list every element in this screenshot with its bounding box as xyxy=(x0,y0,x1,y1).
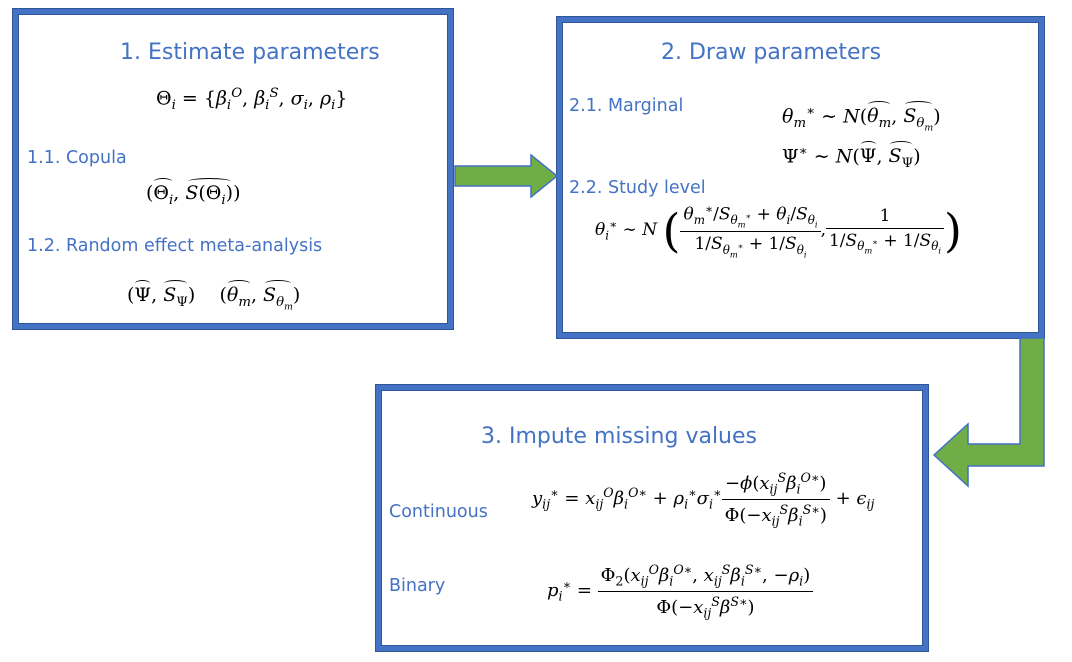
binary-equation: pi∗ = Φ2(xijOβiO∗, xijSβiS∗, −ρi) Φ(−xijS… xyxy=(547,562,814,620)
marginal-equation-psi: Ψ∗ ∼ N(Ψ, SΨ) xyxy=(782,141,921,172)
continuous-label: Continuous xyxy=(389,502,488,522)
continuous-equation: yij∗ = xijOβiO∗ + ρi∗σi∗ −ϕ(xijSβiO∗) Φ(−x… xyxy=(532,470,875,529)
estimate-parameters-box xyxy=(13,9,453,329)
box1-title: 1. Estimate parameters xyxy=(120,40,380,65)
marginal-equation-theta: θm∗ ∼ N(θm, Sθm) xyxy=(782,101,941,134)
box2-title: 2. Draw parameters xyxy=(661,40,882,65)
right-arrow xyxy=(454,153,559,199)
down-left-arrow xyxy=(932,337,1045,488)
meta-analysis-label: 1.2. Random effect meta-analysis xyxy=(27,236,323,256)
study-level-label: 2.2. Study level xyxy=(569,178,706,198)
copula-equation: (Θi, S(Θi)) xyxy=(146,178,241,208)
meta-analysis-equation: (Ψ, SΨ) (θm, Sθm) xyxy=(127,279,301,313)
copula-label: 1.1. Copula xyxy=(27,148,127,168)
binary-label: Binary xyxy=(389,576,446,596)
impute-missing-values-box xyxy=(376,385,928,651)
marginal-label: 2.1. Marginal xyxy=(569,96,684,116)
theta-equation: Θi = {βiO, βiS, σi, ρi} xyxy=(156,86,348,114)
study-level-equation: θi∗ ∼ N (θm∗/Sθm∗ + θi/Sθi 1/Sθm∗ + 1/Sθi… xyxy=(595,202,962,260)
draw-parameters-box xyxy=(557,17,1044,338)
box3-title: 3. Impute missing values xyxy=(481,424,757,449)
